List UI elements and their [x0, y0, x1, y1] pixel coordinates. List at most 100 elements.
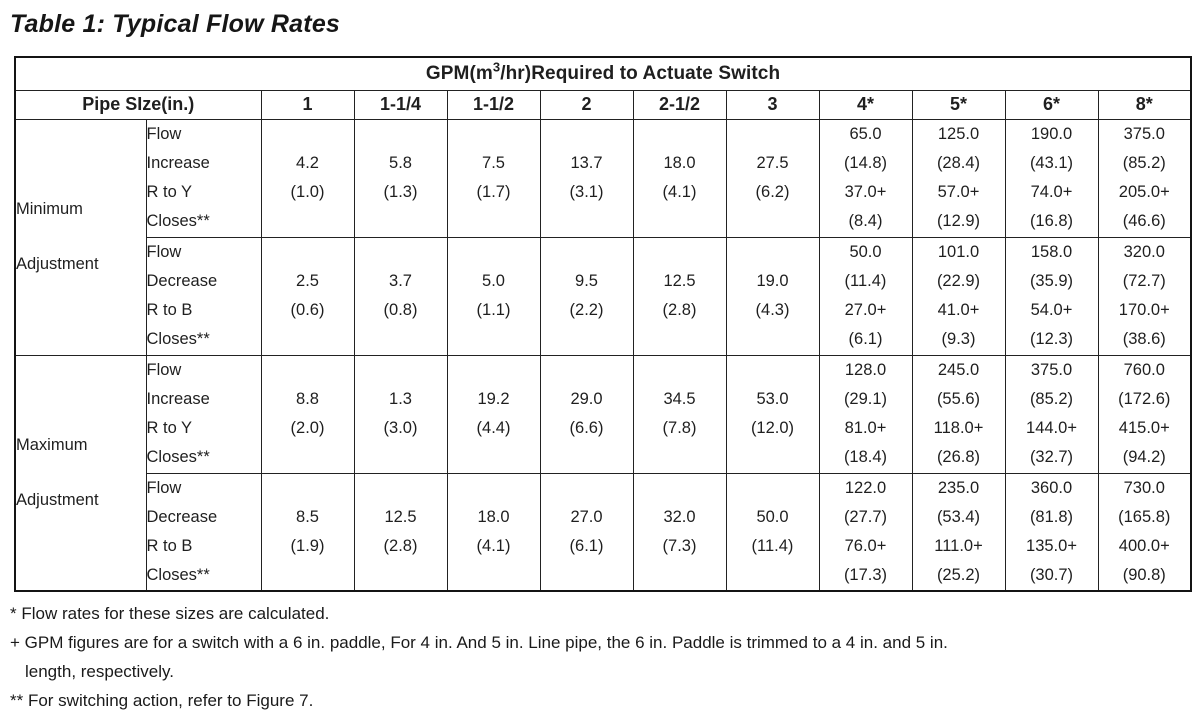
cell-line: (0.8) — [383, 301, 418, 319]
cell-line: (55.6) — [936, 390, 981, 408]
cell-line: 19.2 — [477, 390, 510, 408]
cell-line: (81.8) — [1029, 507, 1074, 526]
cell-line: 53.0 — [756, 390, 789, 408]
pipe-size-col-2: 2 — [539, 89, 634, 120]
cell-line: (29.1) — [843, 390, 888, 408]
cell-line: (6.6) — [569, 419, 604, 437]
cell-line: 18.0 — [663, 154, 696, 172]
cell-line: Increase — [146, 390, 210, 408]
cell-line: 205.0+ — [1118, 183, 1170, 201]
cell-line: 12.5 — [663, 272, 696, 290]
row-label: Flow Decrease R to B Closes** — [145, 236, 262, 356]
flow-rate-cell: 9.5 (2.2) — [539, 236, 634, 356]
cell-line: (9.3) — [941, 330, 976, 348]
cell-line: (12.9) — [936, 212, 981, 230]
cell-line: 37.0+ — [844, 183, 887, 201]
cell-line: 170.0+ — [1118, 301, 1170, 319]
cell-line: 32.0 — [663, 507, 696, 526]
cell-line: 158.0 — [1030, 243, 1073, 261]
cell-line: 415.0+ — [1118, 419, 1170, 437]
cell-line: 41.0+ — [937, 301, 980, 319]
flow-rate-cell: 1.3 (3.0) — [353, 354, 448, 474]
flow-rate-cell: 34.5 (7.8) — [632, 354, 727, 474]
flow-rate-cell: 5.0 (1.1) — [446, 236, 541, 356]
flow-rate-cell: 19.0 (4.3) — [725, 236, 820, 356]
cell-line: 7.5 — [482, 154, 505, 172]
cell-line: (4.4) — [476, 419, 511, 437]
cell-line: (30.7) — [1029, 565, 1074, 584]
flow-rate-cell: 19.2 (4.4) — [446, 354, 541, 474]
cell-line: (1.0) — [290, 183, 325, 201]
pipe-size-row: Pipe SIze(in.) 1 1-1/4 1-1/2 2 2-1/2 3 4* 5* 6* 8… — [14, 89, 1192, 120]
flow-rate-cell: 122.0 (27.7) 76.0+ (17.3) — [818, 472, 913, 592]
cell-line: 730.0 — [1123, 478, 1165, 497]
flow-rate-cell: 2.5 (0.6) — [260, 236, 355, 356]
flow-rate-cell: 7.5 (1.7) — [446, 118, 541, 238]
cell-line: (28.4) — [936, 154, 981, 172]
cell-line: 320.0 — [1123, 243, 1165, 261]
cell-line: (6.1) — [569, 536, 604, 555]
flow-rate-cell: 18.0 (4.1) — [632, 118, 727, 238]
table-body: Minimum Adjustment Flow Increase R to Y Close… — [14, 118, 1192, 592]
cell-line: 9.5 — [575, 272, 598, 290]
cell-line: 57.0+ — [937, 183, 980, 201]
cell-line: (7.3) — [662, 536, 697, 555]
flow-rate-cell: 13.7 (3.1) — [539, 118, 634, 238]
cell-line: 5.0 — [482, 272, 505, 290]
cell-line: 29.0 — [570, 390, 603, 408]
cell-line: (3.0) — [383, 419, 418, 437]
footnote-line: * Flow rates for these sizes are calcula… — [10, 599, 1203, 628]
cell-line: Flow — [146, 361, 182, 379]
cell-line: 400.0+ — [1118, 536, 1170, 555]
flow-rate-cell: 32.0 (7.3) — [632, 472, 727, 592]
cell-line: 18.0 — [477, 507, 510, 526]
cell-line: 128.0 — [844, 361, 887, 379]
table-row: Minimum Adjustment Flow Increase R to Y Close… — [14, 118, 1192, 356]
cell-line: 125.0 — [937, 125, 980, 143]
cell-line: R to B — [146, 536, 193, 555]
table-main-header: GPM(m3/hr)Required to Actuate Switch — [14, 56, 1192, 91]
cell-line: 190.0 — [1030, 125, 1073, 143]
cell-line: 27.0 — [570, 507, 603, 526]
cell-line: 13.7 — [570, 154, 603, 172]
row-group-label: Minimum Adjustment — [14, 118, 147, 356]
cell-line: (6.2) — [755, 183, 790, 201]
flow-rate-cell: 8.5 (1.9) — [260, 472, 355, 592]
cell-line: 34.5 — [663, 390, 696, 408]
cell-line: Maximum — [16, 435, 88, 454]
footnote-text: GPM figures are for a switch with a 6 in… — [24, 633, 948, 681]
cell-line: (85.2) — [1029, 390, 1074, 408]
cell-line: 19.0 — [756, 272, 789, 290]
cell-line: (4.1) — [476, 536, 511, 555]
cell-line: Decrease — [146, 507, 218, 526]
flow-rate-cell: 18.0 (4.1) — [446, 472, 541, 592]
cell-line: (2.8) — [662, 301, 697, 319]
cell-line: (12.3) — [1029, 330, 1074, 348]
flow-rate-cell: 245.0 (55.6) 118.0+ (26.8) — [911, 354, 1006, 474]
flow-rate-cell: 190.0 (43.1) 74.0+ (16.8) — [1004, 118, 1099, 238]
flow-rate-cell: 125.0 (28.4) 57.0+ (12.9) — [911, 118, 1006, 238]
cell-line: (172.6) — [1118, 390, 1171, 408]
cell-line: Closes** — [146, 448, 210, 466]
footnote-marker: * — [10, 604, 17, 623]
flow-rate-cell: 320.0 (72.7) 170.0+ (38.6) — [1097, 236, 1192, 356]
cell-line: 1.3 — [389, 390, 412, 408]
table-row: Flow Decrease R to B Closes** 2.5 (0.6) 3.7 (0.… — [15, 236, 1192, 356]
cell-line: (1.1) — [476, 301, 511, 319]
cell-line: (4.1) — [662, 183, 697, 201]
row-label: Flow Increase R to Y Closes** — [145, 354, 262, 474]
cell-line: 50.0 — [849, 243, 882, 261]
pipe-size-col-6x: 6* — [1004, 89, 1099, 120]
table-row: Flow Decrease R to B Closes** 8.5 (1.9) 12.5 (2… — [15, 472, 1192, 592]
flow-rate-cell: 158.0 (35.9) 54.0+ (12.3) — [1004, 236, 1099, 356]
flow-rate-cell: 5.8 (1.3) — [353, 118, 448, 238]
cell-line: 4.2 — [296, 154, 319, 172]
main-header-row: GPM(m3/hr)Required to Actuate Switch — [14, 56, 1192, 91]
cell-line: Flow — [146, 478, 182, 497]
cell-line: (26.8) — [936, 448, 981, 466]
cell-line: 76.0+ — [844, 536, 887, 555]
cell-line: (3.1) — [569, 183, 604, 201]
cell-line: R to Y — [146, 419, 193, 437]
footnote-marker: ** — [10, 691, 24, 710]
cell-line: Adjustment — [16, 255, 99, 273]
